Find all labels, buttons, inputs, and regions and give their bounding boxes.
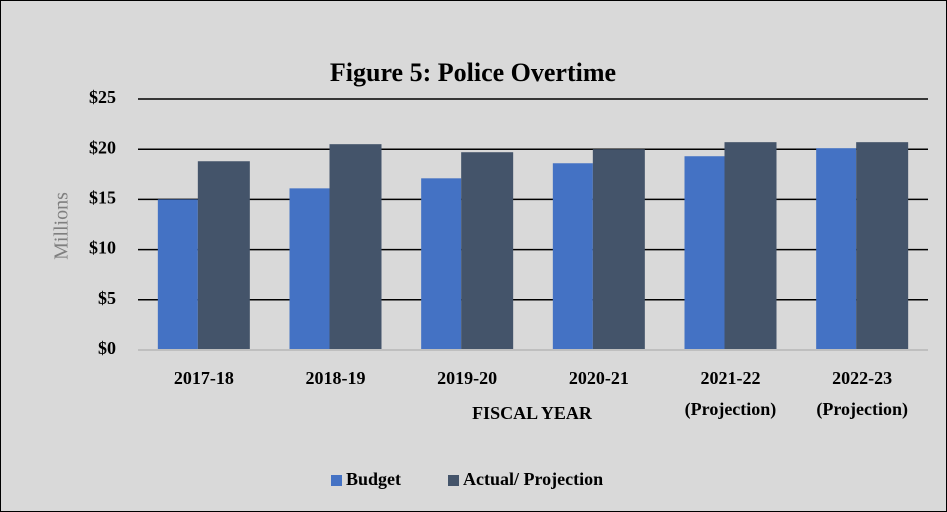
chart-title: Figure 5: Police Overtime [330, 58, 616, 87]
bar [816, 148, 857, 350]
x-tick-label: 2018-19 [305, 368, 366, 388]
legend-label: Budget [346, 469, 401, 489]
bar [329, 144, 382, 350]
bar [421, 178, 462, 350]
x-tick-label: 2021-22 (Projection) [684, 368, 777, 419]
x-tick-label: 2017-18 [173, 368, 234, 388]
bar [157, 199, 198, 350]
bar [592, 149, 645, 350]
y-tick-label: $5 [98, 288, 116, 308]
bar [197, 161, 250, 350]
bar [289, 188, 330, 350]
x-tick-label: 2019-20 [437, 368, 498, 388]
y-tick-label: $20 [89, 137, 116, 157]
bar [856, 142, 909, 350]
y-tick-label: $15 [89, 188, 116, 208]
legend-swatch [331, 475, 342, 486]
y-tick-label: $25 [89, 87, 116, 107]
bar [724, 142, 777, 350]
y-tick-label: $10 [89, 238, 116, 258]
y-axis-label: Millions [51, 192, 73, 260]
bar [461, 152, 514, 350]
y-tick-label: $0 [98, 338, 116, 358]
bar [552, 163, 593, 350]
bar [684, 156, 725, 350]
x-tick-label: 2020-21 [568, 368, 629, 388]
legend-label: Actual/ Projection [463, 469, 603, 489]
legend-swatch [448, 475, 459, 486]
x-tick-label: 2022-23 (Projection) [816, 368, 908, 419]
x-axis-label: FISCAL YEAR [472, 403, 593, 423]
